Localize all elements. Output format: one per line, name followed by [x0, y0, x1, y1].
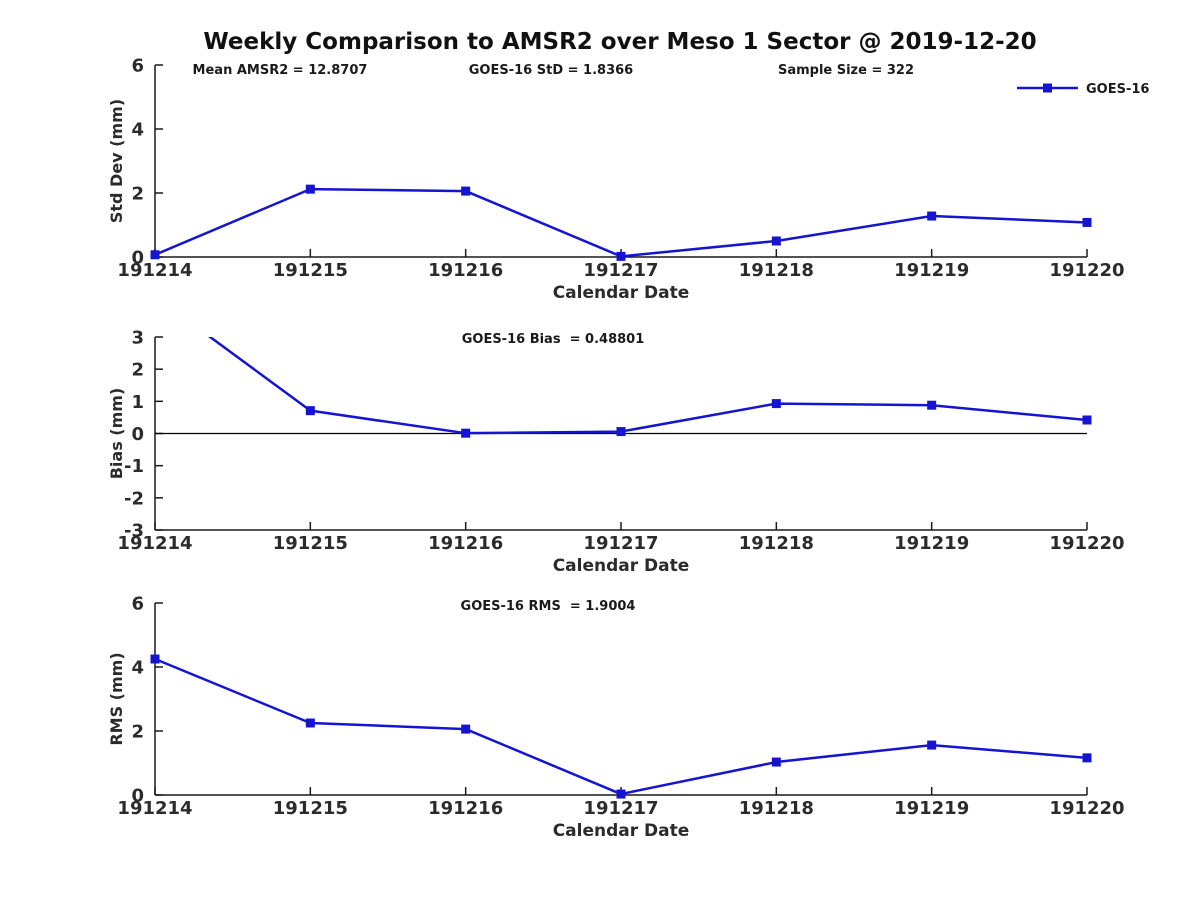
x-tick-label: 191214 — [117, 533, 192, 554]
subplot-rms: 0 2 4 6 191214 191215 191216 191217 191218 191219… — [107, 594, 1125, 842]
data-point-marker — [616, 251, 626, 261]
x-tick-label: 191214 — [117, 798, 192, 819]
series-line — [154, 187, 1088, 258]
y-tick-label: 0 — [131, 424, 144, 445]
data-point-marker — [305, 184, 315, 194]
data-point-marker — [305, 718, 315, 728]
data-point-marker — [927, 740, 937, 750]
data-point-marker — [461, 724, 471, 734]
annotation-std-dev-2: Sample Size = 322 — [778, 63, 914, 78]
x-tick-label: 191220 — [1049, 533, 1124, 554]
data-point-marker — [927, 211, 937, 221]
x-tick-label: 191220 — [1049, 260, 1124, 281]
y-tick-label: 0 — [131, 786, 144, 807]
data-point-marker — [927, 400, 937, 410]
x-tick-label: 191217 — [583, 260, 658, 281]
y-tick-label: 2 — [131, 360, 144, 381]
legend-label: GOES-16 — [1086, 82, 1149, 97]
legend: GOES-16 — [1017, 82, 1149, 97]
series-line — [154, 657, 1088, 796]
data-point-marker — [771, 236, 781, 246]
series-line — [208, 337, 1088, 435]
y-tick-label: 1 — [131, 392, 144, 413]
x-tick-label: 191219 — [894, 798, 969, 819]
data-point-marker — [616, 427, 626, 437]
data-point-marker — [771, 757, 781, 767]
y-axis-label: Std Dev (mm) — [107, 99, 126, 223]
y-tick-label: 4 — [131, 120, 144, 141]
series-rms — [150, 654, 1092, 799]
y-tick-label: -2 — [124, 488, 144, 509]
series-std-dev — [150, 184, 1092, 261]
x-tick-label: 191218 — [739, 260, 814, 281]
annotation-std-dev-1: GOES-16 StD = 1.8366 — [469, 63, 633, 78]
subplot-std-dev: 0 2 4 6 191214 191215 191216 191217 191218 191219… — [107, 56, 1149, 304]
data-point-marker — [461, 186, 471, 196]
annotation-std-dev-0: Mean AMSR2 = 12.8707 — [193, 63, 368, 78]
y-tick-label: 2 — [131, 722, 144, 743]
x-axis-label: Calendar Date — [553, 556, 690, 576]
x-tick-label: 191215 — [273, 533, 348, 554]
x-tick-label: 191219 — [894, 533, 969, 554]
x-tick-label: 191218 — [739, 798, 814, 819]
data-point-marker — [151, 292, 160, 301]
x-tick-label: 191217 — [583, 533, 658, 554]
x-tick-label: 191220 — [1049, 798, 1124, 819]
data-point-marker — [150, 654, 160, 664]
x-tick-label: 191216 — [428, 798, 503, 819]
figure-title: Weekly Comparison to AMSR2 over Meso 1 S… — [203, 29, 1037, 55]
subplot-bias: -3 -2 -1 0 1 2 3 191214 191215 191216 191217 191218… — [107, 292, 1125, 577]
data-point-marker — [461, 428, 471, 438]
y-tick-label: -3 — [124, 521, 144, 542]
data-point-marker — [305, 406, 315, 416]
x-tick-label: 191219 — [894, 260, 969, 281]
y-tick-label: -1 — [124, 456, 144, 477]
data-point-marker — [150, 250, 160, 260]
data-point-marker — [1082, 415, 1092, 425]
x-tick-label: 191217 — [583, 798, 658, 819]
legend-marker-sample — [1043, 83, 1052, 93]
y-tick-label: 6 — [131, 56, 144, 77]
x-tick-label: 191214 — [117, 260, 192, 281]
x-tick-label: 191218 — [739, 533, 814, 554]
y-axis-label: Bias (mm) — [107, 388, 126, 480]
y-tick-label: 6 — [131, 594, 144, 615]
data-point-marker — [1082, 753, 1092, 763]
series-bias — [151, 292, 1092, 438]
annotation-bias-0: GOES-16 Bias = 0.48801 — [462, 332, 645, 347]
y-axis-label: RMS (mm) — [107, 652, 126, 745]
x-tick-label: 191215 — [273, 260, 348, 281]
data-point-marker — [771, 399, 781, 409]
y-tick-label: 4 — [131, 658, 144, 679]
x-tick-label: 191216 — [428, 260, 503, 281]
annotation-rms-0: GOES-16 RMS = 1.9004 — [461, 599, 636, 614]
x-tick-label: 191216 — [428, 533, 503, 554]
x-axis-label: Calendar Date — [553, 821, 690, 841]
y-tick-label: 2 — [131, 184, 144, 205]
x-axis-label: Calendar Date — [553, 283, 690, 303]
y-tick-label: 3 — [131, 328, 144, 349]
x-tick-label: 191215 — [273, 798, 348, 819]
data-point-marker — [1082, 217, 1092, 227]
data-point-marker — [616, 789, 626, 799]
y-tick-label: 0 — [131, 248, 144, 269]
